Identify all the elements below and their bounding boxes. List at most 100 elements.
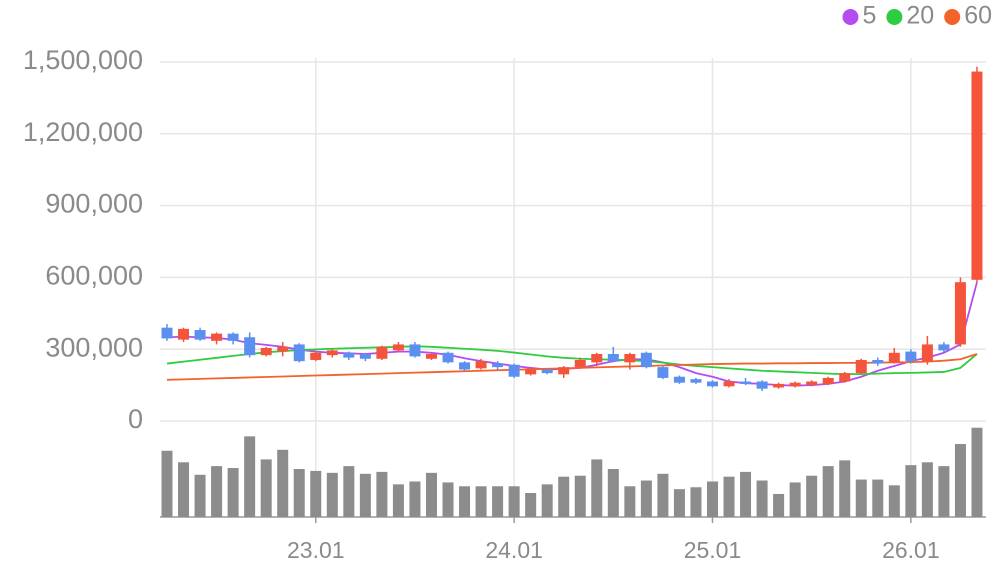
volume-bar <box>442 482 454 517</box>
candle-body <box>459 362 471 370</box>
legend-label: 20 <box>906 2 934 30</box>
volume-bar <box>888 485 900 517</box>
volume-bar <box>392 484 404 517</box>
volume-bar <box>293 469 305 517</box>
candle-body <box>673 376 685 383</box>
ma-line <box>166 281 978 387</box>
volume-bar <box>326 472 338 517</box>
volume-bar <box>459 486 471 517</box>
volume-bar <box>558 476 570 517</box>
volume-bar <box>475 486 487 517</box>
candle-body <box>343 352 355 358</box>
y-tick-label: 900,000 <box>45 189 143 219</box>
candle-body <box>376 346 388 359</box>
candle-body <box>690 379 702 383</box>
volume-bar <box>822 466 834 517</box>
volume-bar <box>607 469 619 517</box>
volume-bar <box>938 466 950 517</box>
volume-bar <box>706 481 718 517</box>
candle-body <box>161 327 173 339</box>
candle-body <box>624 353 636 363</box>
candle-body <box>541 369 553 374</box>
candle-body <box>194 330 206 340</box>
x-tick-label: 23.01 <box>287 537 345 563</box>
candle-body <box>789 382 801 387</box>
volume-bar <box>359 473 371 517</box>
volume-bar <box>624 486 636 517</box>
candle-body <box>574 359 586 368</box>
candle-body <box>293 344 305 362</box>
legend-dot <box>886 9 903 25</box>
volume-bar <box>260 459 272 517</box>
volume-bar <box>723 476 735 517</box>
volume-bar <box>872 479 884 517</box>
candle-body <box>657 367 669 378</box>
volume-bar <box>690 487 702 517</box>
volume-bar <box>574 475 586 517</box>
volume-bar <box>161 450 173 517</box>
volume-bar <box>773 493 785 517</box>
y-tick-label: 300,000 <box>45 332 143 362</box>
volume-bar <box>277 449 289 517</box>
candle-body <box>178 328 190 340</box>
x-tick-label: 25.01 <box>684 537 742 563</box>
x-tick-label: 24.01 <box>485 537 543 563</box>
volume-bar <box>905 465 917 517</box>
volume-bar <box>508 486 520 517</box>
candle-body <box>954 282 966 345</box>
volume-bar <box>310 470 322 517</box>
candle-body <box>607 353 619 362</box>
candle-body <box>905 351 917 362</box>
volume-bar <box>194 474 206 517</box>
candle-body <box>723 381 735 387</box>
candle-body <box>971 71 983 280</box>
candle-body <box>855 359 867 374</box>
candle-body <box>806 381 818 386</box>
volume-bar <box>525 493 537 517</box>
candle-body <box>508 364 520 377</box>
volume-bar <box>409 481 421 517</box>
y-tick-label: 1,500,000 <box>23 45 143 75</box>
legend-dot <box>944 9 961 25</box>
candle-body <box>359 353 371 359</box>
volume-bar <box>640 480 652 517</box>
candle-body <box>888 352 900 363</box>
legend-label: 5 <box>862 2 876 30</box>
candle-body <box>326 350 338 356</box>
volume-bar <box>211 466 223 517</box>
candle-body <box>392 344 404 351</box>
candle-body <box>475 361 487 369</box>
candle-body <box>756 381 768 389</box>
volume-bar <box>425 472 437 517</box>
candle-body <box>591 353 603 363</box>
volume-bar <box>343 466 355 517</box>
volume-bar <box>839 460 851 517</box>
candle-body <box>442 352 454 363</box>
x-tick-label: 26.01 <box>882 537 940 563</box>
candle-body <box>211 333 223 341</box>
candle-body <box>227 333 239 341</box>
volume-bar <box>541 484 553 517</box>
volume-bar <box>178 462 190 517</box>
candle-body <box>244 337 256 356</box>
volume-bar <box>673 489 685 517</box>
volume-bar <box>492 486 504 517</box>
candle-body <box>310 352 322 360</box>
candle-body <box>640 352 652 368</box>
candle-body <box>706 381 718 387</box>
volume-bar <box>376 471 388 517</box>
volume-bar <box>806 475 818 517</box>
candle-body <box>921 344 933 362</box>
candle-body <box>425 353 437 359</box>
volume-bar <box>855 479 867 517</box>
candle-body <box>260 348 272 356</box>
volume-bar <box>789 482 801 517</box>
candle-body <box>872 359 884 364</box>
legend-label: 60 <box>964 2 992 30</box>
candle-body <box>525 369 537 375</box>
y-tick-label: 1,200,000 <box>23 117 143 147</box>
volume-bar <box>244 436 256 517</box>
ma-line <box>166 345 978 375</box>
legend-dot <box>842 9 859 25</box>
